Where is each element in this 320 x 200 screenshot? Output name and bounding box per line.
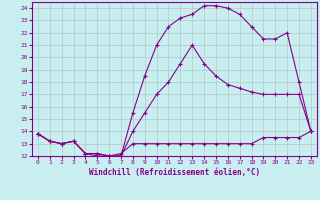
X-axis label: Windchill (Refroidissement éolien,°C): Windchill (Refroidissement éolien,°C) xyxy=(89,168,260,177)
